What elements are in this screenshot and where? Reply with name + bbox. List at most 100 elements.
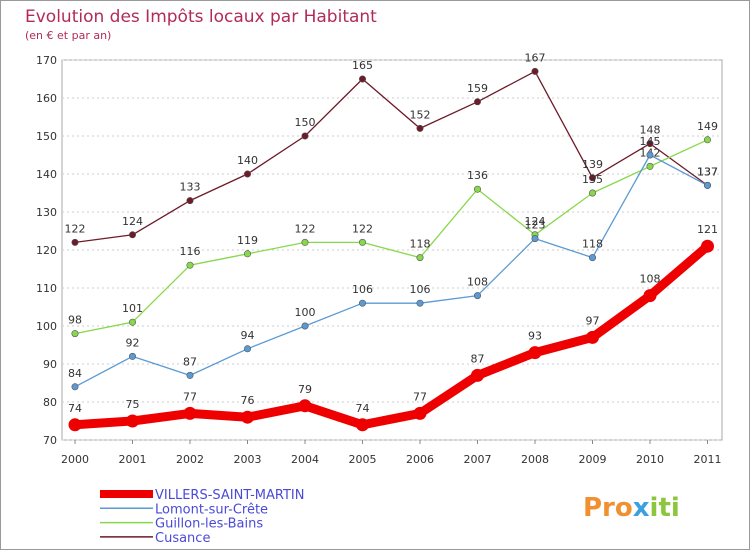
data-label: 122 <box>295 222 316 235</box>
data-point <box>646 140 654 148</box>
data-label: 159 <box>467 82 488 95</box>
data-label: 121 <box>697 223 718 236</box>
data-point <box>473 185 481 193</box>
data-label: 98 <box>68 314 82 327</box>
data-label: 106 <box>352 283 373 296</box>
data-point <box>129 231 137 239</box>
x-tick-label: 2004 <box>291 453 319 466</box>
data-label: 87 <box>183 355 197 368</box>
data-label: 150 <box>295 116 316 129</box>
x-tick-label: 2005 <box>349 453 377 466</box>
data-label: 165 <box>352 59 373 72</box>
data-point <box>643 289 657 303</box>
data-point <box>186 197 194 205</box>
data-point <box>531 235 539 243</box>
data-label: 148 <box>640 124 661 137</box>
series-line <box>74 154 709 388</box>
x-tick-label: 2011 <box>694 453 722 466</box>
y-tick-label: 160 <box>36 92 57 105</box>
data-point <box>701 239 714 253</box>
data-point <box>71 238 79 246</box>
axes: 70 80 90 100 110 120 130 140 150 160 170 2000 2001 20… <box>36 54 722 466</box>
data-label: 84 <box>68 367 82 380</box>
data-point <box>473 292 481 300</box>
data-label: 119 <box>237 234 258 247</box>
y-tick-label: 100 <box>36 320 57 333</box>
data-point <box>588 254 596 262</box>
data-point <box>528 346 542 360</box>
data-point <box>588 174 596 182</box>
series-villers-saint-martin: 74 75 77 76 79 74 77 87 93 97 108 121 <box>68 223 718 432</box>
y-tick-label: 120 <box>36 244 57 257</box>
data-label: 140 <box>237 154 258 167</box>
data-label: 97 <box>586 314 600 327</box>
legend-label: Guillon-les-Bains <box>155 517 263 532</box>
legend-item: VILLERS-SAINT-MARTIN <box>100 488 304 503</box>
data-label: 77 <box>183 390 197 403</box>
legend-label: VILLERS-SAINT-MARTIN <box>155 488 304 503</box>
x-tick-label: 2010 <box>636 453 664 466</box>
data-point <box>186 261 194 269</box>
data-point <box>244 170 252 178</box>
legend-item: Guillon-les-Bains <box>100 517 263 532</box>
data-label: 124 <box>122 215 143 228</box>
x-tick-label: 2008 <box>521 453 549 466</box>
data-label: 74 <box>68 402 82 415</box>
x-tick-label: 2007 <box>464 453 492 466</box>
legend-label: Cusance <box>155 531 210 546</box>
data-label: 118 <box>582 238 603 251</box>
data-label: 137 <box>697 165 718 178</box>
data-label: 149 <box>697 120 718 133</box>
data-label: 87 <box>471 352 485 365</box>
data-point <box>129 352 137 360</box>
data-label: 74 <box>356 402 370 415</box>
data-label: 124 <box>525 215 546 228</box>
data-point <box>183 406 197 420</box>
chart-subtitle: (en € et par an) <box>25 29 111 42</box>
data-label: 136 <box>467 169 488 182</box>
data-label: 145 <box>640 135 661 148</box>
series-lomont-sur-cr-te: 84 92 87 94 100 106 106 108 123 118 145 137 <box>68 135 718 391</box>
data-point <box>301 322 309 330</box>
data-label: 152 <box>410 108 431 121</box>
data-label: 122 <box>352 222 373 235</box>
data-point <box>473 98 481 106</box>
data-label: 139 <box>582 158 603 171</box>
data-point <box>301 238 309 246</box>
x-tick-label: 2009 <box>579 453 607 466</box>
legend: VILLERS-SAINT-MARTINLomont-sur-CrêteGuil… <box>100 488 304 546</box>
data-label: 94 <box>241 329 255 342</box>
data-label: 116 <box>180 245 201 258</box>
x-tick-label: 2001 <box>119 453 147 466</box>
x-tick-label: 2003 <box>234 453 262 466</box>
data-point <box>356 418 369 432</box>
data-label: 133 <box>180 181 201 194</box>
data-point <box>298 399 312 413</box>
data-point <box>531 67 539 75</box>
x-tick-label: 2002 <box>176 453 204 466</box>
data-point <box>241 410 254 424</box>
data-point <box>71 330 79 338</box>
svg-text:Proxiti: Proxiti <box>583 493 680 523</box>
proxiti-logo: Proxiti <box>583 493 680 523</box>
legend-label: Lomont-sur-Crête <box>155 502 268 517</box>
y-tick-label: 70 <box>43 434 57 447</box>
data-label: 135 <box>582 173 603 186</box>
y-tick-label: 80 <box>43 396 57 409</box>
data-label: 93 <box>528 330 542 343</box>
data-point <box>244 345 252 353</box>
series-line <box>74 139 709 335</box>
data-point <box>71 383 79 391</box>
data-point <box>646 151 654 159</box>
data-point <box>126 414 139 428</box>
data-point <box>416 124 424 132</box>
data-point <box>129 318 137 326</box>
data-point <box>358 75 366 83</box>
data-point <box>703 181 711 189</box>
data-point <box>68 418 82 432</box>
legend-item: Lomont-sur-Crête <box>100 502 268 517</box>
x-tick-label: 2000 <box>61 453 89 466</box>
data-label: 79 <box>298 383 312 396</box>
data-point <box>588 189 596 197</box>
